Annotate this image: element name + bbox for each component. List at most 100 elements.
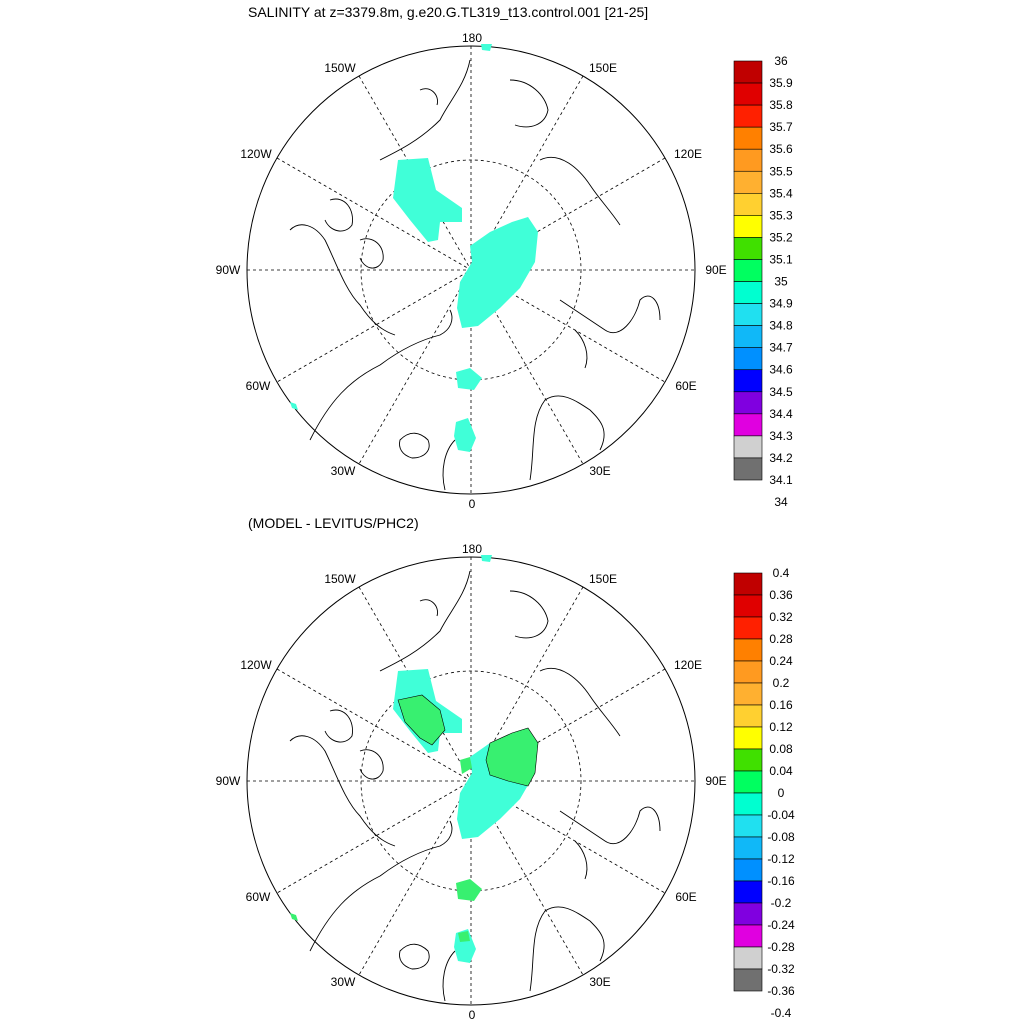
colorbar-swatch [733, 259, 763, 282]
colorbar-label: -0.12 [767, 852, 795, 866]
colorbar-label: 35 [774, 275, 788, 289]
colorbar-swatch [733, 902, 763, 926]
colorbar-label: 35.1 [769, 252, 793, 266]
colorbar-label: 34.2 [769, 451, 793, 465]
colorbar-label: 35.7 [769, 120, 793, 134]
colorbar-swatch [733, 435, 763, 459]
colorbar-swatch [733, 572, 763, 596]
colorbar-difference: 0.4 0.36 0.32 0.28 0.24 0.2 0.16 0.12 0.08 0.04 0 -… [733, 566, 795, 1020]
colorbar-swatch [733, 814, 763, 838]
colorbar-label: -0.28 [767, 940, 795, 954]
colorbar-swatch [733, 704, 763, 728]
lon-label-90w: 90W [216, 263, 241, 277]
colorbar-swatch [733, 82, 763, 106]
colorbar-swatch [733, 660, 763, 684]
colorbar-swatch [733, 748, 763, 772]
colorbar-swatch [733, 946, 763, 970]
colorbar-label: 0.32 [769, 610, 793, 624]
coastlines-bottom [289, 570, 661, 1002]
map-title-difference: (MODEL - LEVITUS/PHC2) [248, 515, 419, 531]
map-title-salinity: SALINITY at z=3379.8m, g.e20.G.TL319_t13… [248, 4, 649, 20]
colorbar-label: -0.16 [767, 874, 795, 888]
lon-label-120w: 120W [240, 147, 272, 161]
colorbar-swatch [733, 858, 763, 882]
colorbar-label: 34.4 [769, 407, 793, 421]
colorbar-swatch [733, 369, 763, 393]
colorbar-label: 35.8 [769, 98, 793, 112]
colorbar-label: 0.28 [769, 632, 793, 646]
lon-label-180: 180 [462, 542, 482, 556]
colorbar-swatch [733, 726, 763, 750]
colorbar-label: -0.36 [767, 984, 795, 998]
colorbar-label: 34.9 [769, 297, 793, 311]
lon-label-30e: 30E [589, 464, 610, 478]
colorbar-label: 0.08 [769, 742, 793, 756]
colorbar-label: 34.5 [769, 385, 793, 399]
colorbar-label: 34.8 [769, 319, 793, 333]
colorbar-swatch [733, 616, 763, 640]
colorbar-label: 34.1 [769, 473, 793, 487]
colorbar-label: 0.2 [773, 676, 790, 690]
lon-label-90e: 90E [705, 774, 726, 788]
colorbar-label: 0.24 [769, 654, 793, 668]
colorbar-swatch [733, 968, 763, 992]
colorbar-label: 34 [774, 495, 788, 509]
colorbar-label: 35.2 [769, 230, 793, 244]
colorbar-swatch [733, 413, 763, 437]
lon-label-150e: 150E [589, 61, 617, 75]
colorbar-label: 35.6 [769, 142, 793, 156]
colorbar-swatch [733, 126, 763, 150]
lon-label-30e: 30E [589, 975, 610, 989]
colorbar-swatch [733, 325, 763, 348]
colorbar-swatch [733, 347, 763, 371]
colorbar-label: 0.04 [769, 764, 793, 778]
colorbar-label: 0 [778, 786, 785, 800]
colorbar-swatch [733, 104, 763, 128]
colorbar-swatch [733, 237, 763, 260]
colorbar-swatch [733, 770, 763, 794]
lon-label-30w: 30W [331, 975, 356, 989]
colorbar-swatch [733, 148, 763, 172]
colorbar-swatch [733, 281, 763, 304]
lon-label-30w: 30W [331, 464, 356, 478]
lon-label-120e: 120E [674, 658, 702, 672]
colorbar-label: 35.5 [769, 164, 793, 178]
colorbar-label: 35.4 [769, 186, 793, 200]
difference-regions-bottom [290, 555, 539, 963]
colorbar-label: -0.04 [767, 808, 795, 822]
colorbar-label: -0.08 [767, 830, 795, 844]
lon-label-0: 0 [469, 497, 476, 511]
colorbar-label: 0.12 [769, 720, 793, 734]
colorbar-swatch [733, 391, 763, 415]
colorbar-label: 0.4 [773, 566, 790, 580]
lon-label-0: 0 [469, 1008, 476, 1022]
colorbar-label: -0.2 [771, 896, 792, 910]
longitude-labels-top: 180 150W 150E 120W 120E 90W 90E 60W 60E … [216, 31, 727, 511]
colorbar-swatch [733, 170, 763, 194]
colorbar-label: 34.7 [769, 341, 793, 355]
colorbar-label: 0.36 [769, 588, 793, 602]
lon-label-90e: 90E [705, 263, 726, 277]
colorbar-label: 34.3 [769, 429, 793, 443]
polar-map-top: 180 150W 150E 120W 120E 90W 90E 60W 60E … [216, 31, 793, 511]
colorbar-swatch [733, 682, 763, 706]
colorbar-swatch [733, 457, 763, 481]
colorbar-label: -0.24 [767, 918, 795, 932]
lon-label-120w: 120W [240, 658, 272, 672]
colorbar-swatch [733, 792, 763, 816]
lon-label-120e: 120E [674, 147, 702, 161]
colorbar-swatch [733, 193, 763, 216]
colorbar-swatch [733, 836, 763, 860]
colorbar-label: 36 [774, 54, 788, 68]
lon-label-180: 180 [462, 31, 482, 45]
lon-label-150w: 150W [324, 61, 356, 75]
colorbar-label: 0.16 [769, 698, 793, 712]
lon-label-60w: 60W [246, 890, 271, 904]
polar-map-bottom: 180 150W 150E 120W 120E 90W 90E 60W 60E … [216, 542, 795, 1022]
colorbar-swatch [733, 924, 763, 948]
colorbar-label: 34.6 [769, 363, 793, 377]
colorbar-label: 35.3 [769, 208, 793, 222]
colorbar-swatch [733, 880, 763, 904]
lon-label-60w: 60W [246, 379, 271, 393]
